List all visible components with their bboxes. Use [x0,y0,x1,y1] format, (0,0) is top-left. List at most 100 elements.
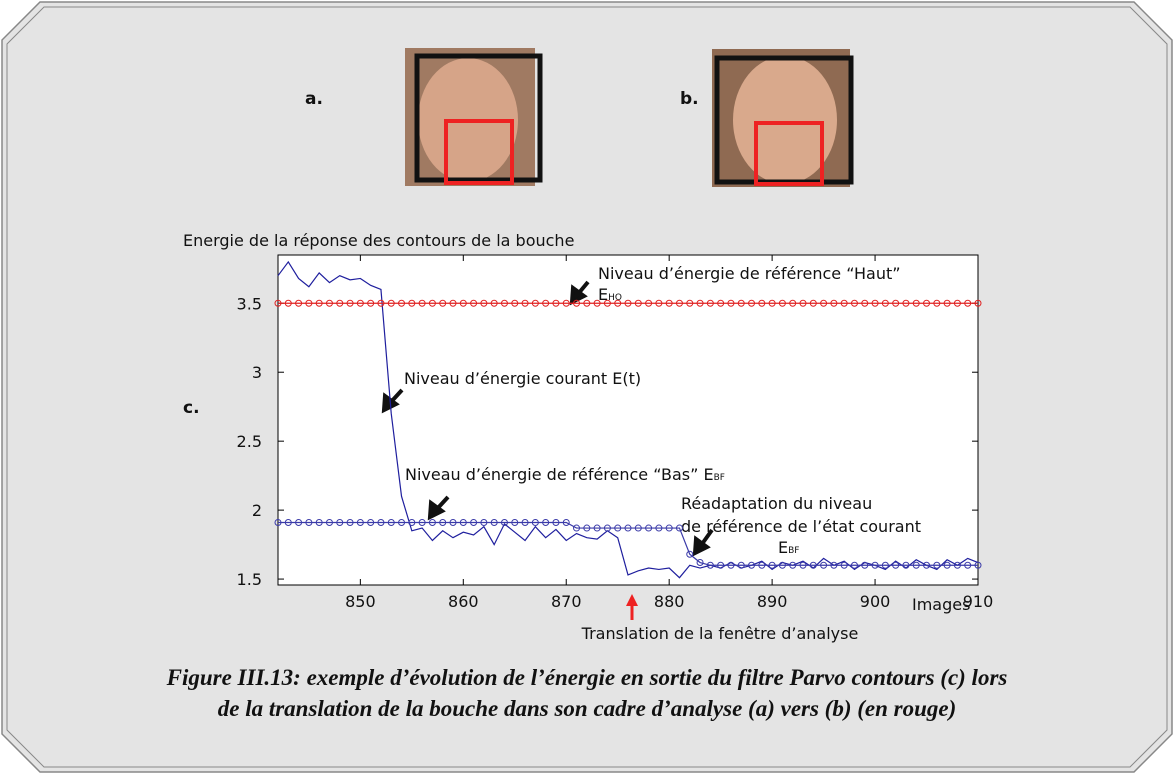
point [325,299,333,307]
point [439,519,447,527]
point [459,299,467,307]
annotation-sub: BF [788,546,799,556]
y-tick-label: 1.5 [237,570,262,589]
point [367,299,375,307]
annotation: EBF [778,538,799,557]
annotation: Réadaptation du niveau [681,494,872,513]
point [758,561,766,569]
point [686,299,694,307]
point [861,299,869,307]
point [500,299,508,307]
point [593,299,601,307]
point [923,299,931,307]
point [284,299,292,307]
point [850,561,858,569]
frame-inner [6,6,1168,768]
red-arrow-head [626,594,638,606]
point [953,299,961,307]
point [727,561,735,569]
point [428,299,436,307]
point [315,519,323,527]
point [933,299,941,307]
point [645,524,653,532]
point [789,561,797,569]
point [923,561,931,569]
point [552,519,560,527]
annotation: Niveau d’énergie courant E(t) [404,369,641,388]
point [686,550,694,558]
point [768,561,776,569]
point [274,299,282,307]
arrow-head [427,499,446,521]
point [603,299,611,307]
annotation: de référence de l’état courant [681,517,921,536]
point [593,524,601,532]
point [531,519,539,527]
arrow [700,528,714,546]
point [562,299,570,307]
arrow-head [569,284,588,306]
annotation: Niveau d’énergie de référence “Bas” EBF [405,465,725,484]
point [480,519,488,527]
point [758,299,766,307]
x-tick-label: 900 [860,592,891,611]
face-box [414,53,543,183]
plot-area [277,254,979,586]
point [964,299,972,307]
point [305,519,313,527]
point [830,561,838,569]
point [645,299,653,307]
point [624,524,632,532]
panel-label: a. [305,89,323,109]
point [675,524,683,532]
annotation: E [598,285,608,304]
point [356,299,364,307]
point [315,299,323,307]
point [850,299,858,307]
point [881,561,889,569]
point [470,519,478,527]
point [500,519,508,527]
point [624,299,632,307]
point [748,561,756,569]
point [490,299,498,307]
point [284,519,292,527]
point [336,299,344,307]
point [408,519,416,527]
panel-label: c. [183,398,200,418]
point [665,524,673,532]
point [531,299,539,307]
point [706,299,714,307]
caption: Figure III.13: exemple d’évolution de l’… [166,665,1008,690]
point [583,524,591,532]
point [459,519,467,527]
point [634,524,642,532]
point [398,299,406,307]
x-tick-label: 870 [551,592,582,611]
point [871,561,879,569]
annotation: E [778,538,788,557]
point [449,299,457,307]
point [727,299,735,307]
point [655,524,663,532]
point [820,561,828,569]
point [943,561,951,569]
x-tick-label: 850 [345,592,376,611]
point [778,561,786,569]
point [675,299,683,307]
face-image [733,56,837,184]
point [428,519,436,527]
point [964,561,972,569]
mouth-box [754,121,824,186]
point [542,519,550,527]
point [634,299,642,307]
point [387,299,395,307]
point [799,561,807,569]
point [356,519,364,527]
point [799,299,807,307]
point [892,299,900,307]
point [809,299,817,307]
point [902,299,910,307]
point [573,524,581,532]
